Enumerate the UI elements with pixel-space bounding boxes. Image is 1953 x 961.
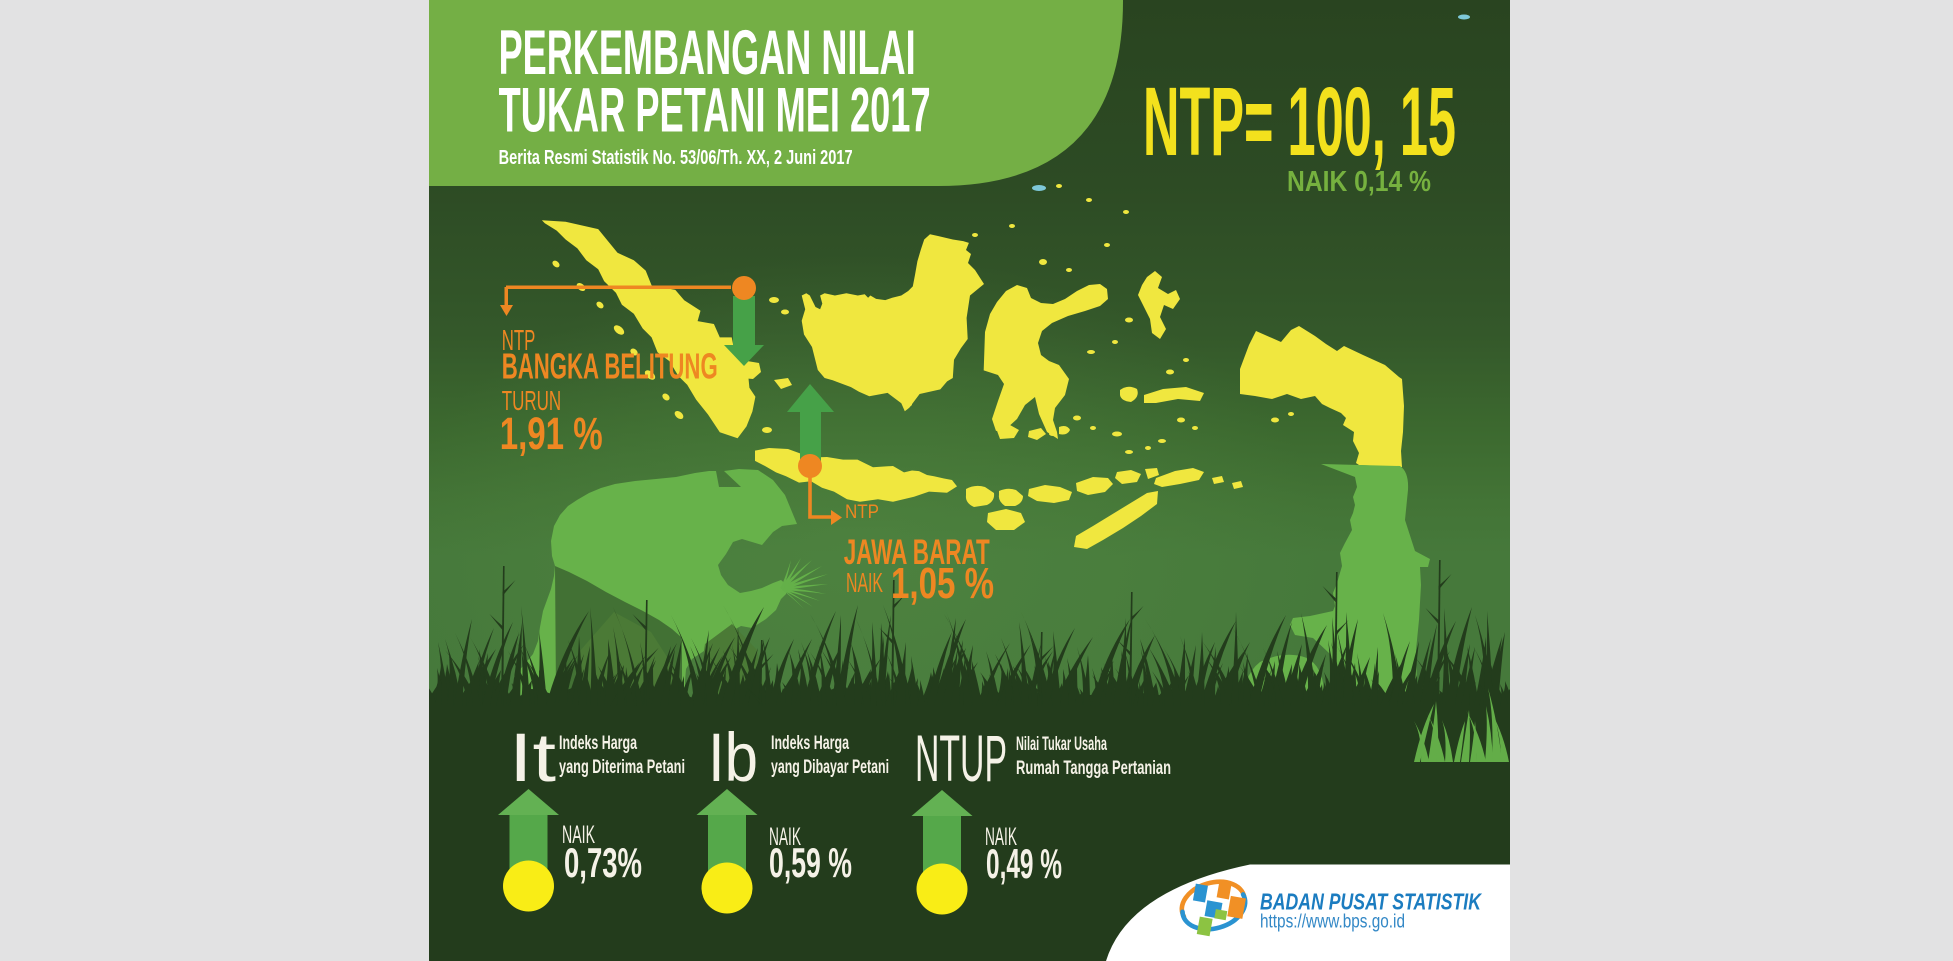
svg-text:TURUN: TURUN [502, 385, 562, 416]
svg-text:1,91 %: 1,91 % [500, 408, 603, 459]
svg-text:NAIK: NAIK [562, 821, 595, 849]
svg-text:NTP= 100, 15: NTP= 100, 15 [1143, 67, 1456, 176]
svg-text:1,05 %: 1,05 % [891, 559, 994, 608]
svg-text:NTP: NTP [845, 501, 879, 523]
svg-text:Indeks Harga: Indeks Harga [559, 732, 637, 754]
svg-text:NAIK: NAIK [769, 823, 801, 851]
svg-text:NTUP: NTUP [915, 721, 1007, 795]
svg-text:NTP: NTP [502, 325, 536, 357]
svg-text:yang Diterima Petani: yang Diterima Petani [559, 756, 685, 778]
svg-text:JAWA BARAT: JAWA BARAT [844, 532, 990, 572]
svg-text:Berita Resmi Statistik No. 53/: Berita Resmi Statistik No. 53/06/Th. XX,… [499, 147, 853, 169]
svg-text:0,49 %: 0,49 % [986, 840, 1062, 887]
svg-text:NAIK: NAIK [846, 567, 883, 598]
svg-text:TUKAR PETANI MEI 2017: TUKAR PETANI MEI 2017 [499, 76, 931, 146]
svg-text:0,59 %: 0,59 % [769, 839, 852, 886]
svg-text:PERKEMBANGAN NILAI: PERKEMBANGAN NILAI [499, 18, 916, 88]
svg-text:yang Dibayar Petani: yang Dibayar Petani [771, 756, 889, 778]
svg-text:NAIK: NAIK [985, 823, 1017, 851]
svg-text:It: It [509, 719, 556, 796]
svg-text:https://www.bps.go.id: https://www.bps.go.id [1260, 912, 1405, 933]
svg-text:Nilai Tukar Usaha: Nilai Tukar Usaha [1016, 733, 1107, 755]
svg-text:0,73%: 0,73% [564, 839, 642, 886]
svg-text:NAIK 0,14 %: NAIK 0,14 % [1287, 166, 1431, 198]
svg-text:Indeks Harga: Indeks Harga [771, 732, 849, 754]
svg-text:BANGKA BELITUNG: BANGKA BELITUNG [502, 346, 718, 387]
svg-text:BADAN PUSAT STATISTIK: BADAN PUSAT STATISTIK [1260, 889, 1482, 915]
svg-text:Rumah Tangga Pertanian: Rumah Tangga Pertanian [1016, 757, 1171, 779]
svg-text:Ib: Ib [708, 719, 758, 796]
